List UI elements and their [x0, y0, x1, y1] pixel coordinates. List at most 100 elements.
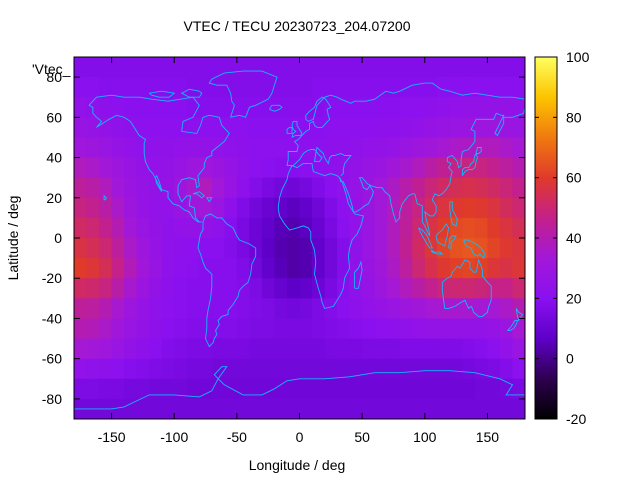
- heatmap-cell: [312, 338, 326, 360]
- coastline: [441, 258, 492, 317]
- heatmap-cell: [99, 217, 113, 239]
- heatmap-cell: [286, 278, 301, 299]
- heatmap-cell: [487, 97, 501, 118]
- heatmap-cell: [374, 157, 388, 179]
- coastline: [208, 70, 278, 118]
- heatmap-cell: [512, 137, 525, 159]
- heatmap-cell: [337, 57, 351, 78]
- heatmap-cell: [337, 378, 351, 400]
- heatmap-cell: [161, 398, 175, 419]
- heatmap-cell: [474, 358, 489, 380]
- heatmap-cell: [449, 137, 463, 159]
- heatmap-cell: [424, 358, 438, 380]
- heatmap-cell: [512, 358, 525, 380]
- coastline: [205, 197, 213, 203]
- heatmap-cell: [286, 97, 301, 118]
- heatmap-cell: [274, 57, 288, 78]
- heatmap-cell: [236, 117, 250, 139]
- heatmap-cell: [449, 258, 463, 279]
- heatmap-cell: [149, 137, 163, 159]
- heatmap-cell: [286, 137, 301, 159]
- heatmap-cell: [412, 358, 426, 380]
- heatmap-cell: [349, 258, 363, 279]
- heatmap-cell: [274, 278, 288, 299]
- heatmap-cell: [261, 398, 276, 419]
- heatmap-cell: [462, 238, 476, 259]
- heatmap-cell: [499, 157, 514, 179]
- heatmap-cell: [312, 77, 326, 98]
- heatmap-cell: [487, 157, 501, 179]
- colorbar-tick-label: 20: [566, 290, 582, 306]
- heatmap-cell: [437, 197, 451, 219]
- heatmap-cell: [362, 77, 376, 98]
- heatmap-cell: [387, 137, 401, 159]
- heatmap-cell: [136, 137, 150, 159]
- heatmap-cell: [424, 97, 438, 118]
- heatmap-cell: [274, 358, 288, 380]
- heatmap-cell: [349, 338, 363, 360]
- heatmap-cell: [174, 338, 188, 360]
- heatmap-cell: [299, 217, 313, 239]
- heatmap-cell: [274, 177, 288, 199]
- heatmap-cell: [412, 238, 426, 259]
- heatmap-cell: [299, 197, 313, 219]
- heatmap-cell: [211, 298, 225, 320]
- heatmap-cell: [199, 238, 213, 259]
- heatmap-cell: [174, 358, 188, 380]
- heatmap-cell: [349, 177, 363, 199]
- heatmap-cell: [261, 97, 276, 118]
- heatmap-cell: [487, 278, 501, 299]
- heatmap-cell: [161, 358, 175, 380]
- heatmap-cell: [211, 137, 225, 159]
- coastline: [449, 201, 458, 227]
- heatmap-cell: [399, 398, 413, 419]
- heatmap-cell: [199, 117, 213, 139]
- heatmap-cell: [399, 77, 413, 98]
- heatmap-cell: [111, 398, 125, 419]
- heatmap-cell: [499, 217, 514, 239]
- heatmap-cell: [299, 318, 313, 340]
- heatmap-cell: [424, 318, 438, 340]
- heatmap-cell: [99, 197, 113, 219]
- heatmap-cell: [261, 318, 276, 340]
- heatmap-cell: [399, 117, 413, 139]
- heatmap-cell: [512, 217, 525, 239]
- heatmap-cell: [86, 298, 100, 320]
- heatmap-cell: [136, 378, 150, 400]
- heatmap-cell: [512, 258, 525, 279]
- heatmap-cell: [474, 398, 489, 419]
- heatmap-cell: [437, 378, 451, 400]
- heatmap-cell: [261, 258, 276, 279]
- heatmap-cell: [312, 177, 326, 199]
- heatmap-cell: [111, 318, 125, 340]
- heatmap-cell: [399, 197, 413, 219]
- heatmap-cell: [462, 117, 476, 139]
- heatmap-cell: [174, 318, 188, 340]
- heatmap-cell: [74, 238, 88, 259]
- heatmap-cell: [286, 238, 301, 259]
- heatmap-cell: [299, 177, 313, 199]
- heatmap-cell: [261, 338, 276, 360]
- heatmap-cell: [362, 278, 376, 299]
- heatmap-cell: [399, 258, 413, 279]
- heatmap-cell: [124, 97, 138, 118]
- heatmap-cell: [186, 318, 200, 340]
- heatmap-cell: [224, 157, 238, 179]
- heatmap-cell: [462, 278, 476, 299]
- heatmap-cell: [74, 97, 88, 118]
- heatmap-cell: [224, 238, 238, 259]
- heatmap-cell: [412, 318, 426, 340]
- heatmap-cell: [299, 278, 313, 299]
- heatmap-cell: [236, 137, 250, 159]
- heatmap-cell: [261, 77, 276, 98]
- heatmap-cell: [124, 197, 138, 219]
- heatmap-cell: [224, 57, 238, 78]
- heatmap-cell: [437, 57, 451, 78]
- heatmap-cell: [387, 258, 401, 279]
- heatmap-cell: [512, 57, 525, 78]
- heatmap-cell: [312, 57, 326, 78]
- heatmap-cell: [261, 358, 276, 380]
- heatmap-cell: [399, 278, 413, 299]
- heatmap-cell: [374, 378, 388, 400]
- heatmap-cell: [186, 358, 200, 380]
